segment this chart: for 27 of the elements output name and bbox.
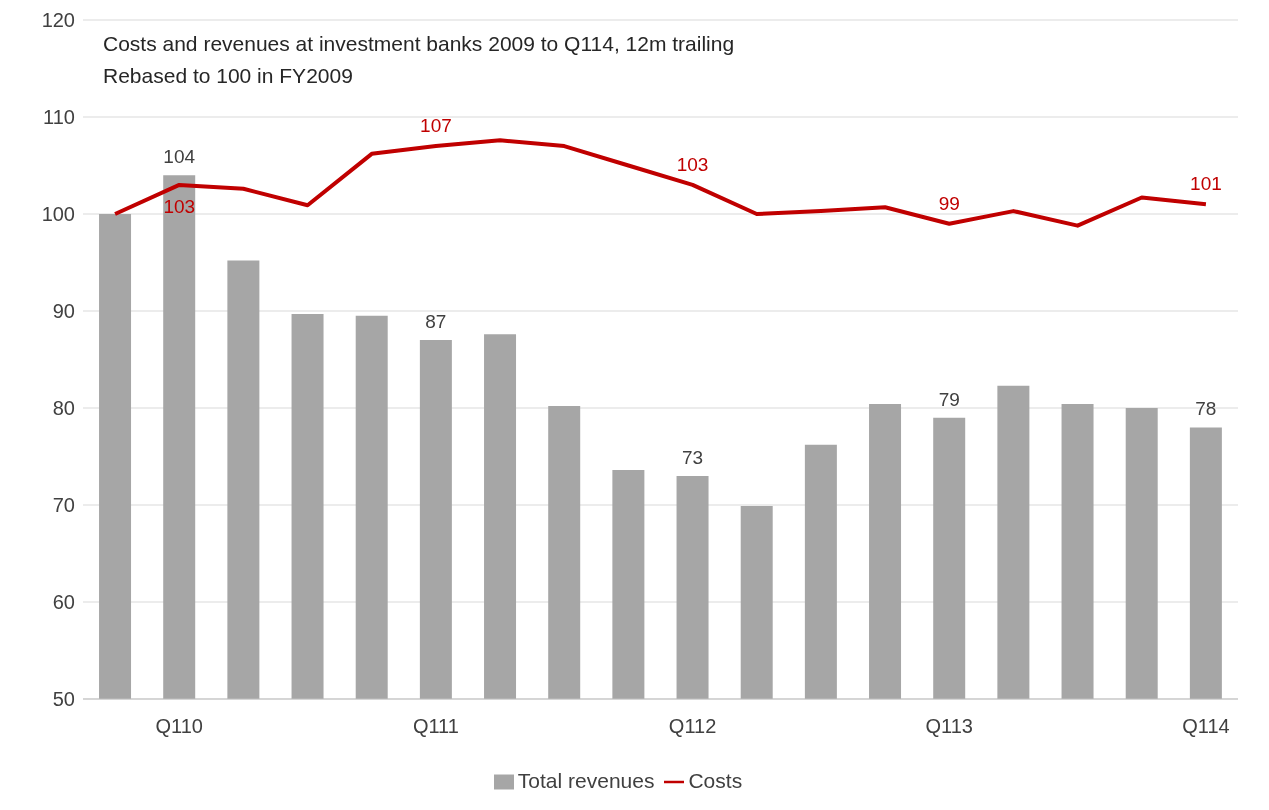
y-tick-label: 60	[52, 591, 75, 614]
data-label: 99	[938, 192, 960, 214]
data-label: 104	[163, 146, 196, 168]
x-tick-label: Q114	[1182, 715, 1230, 738]
data-label: 73	[681, 446, 704, 468]
y-tick-label: 100	[41, 203, 75, 226]
data-label: 107	[420, 115, 452, 137]
x-tick-label: Q113	[925, 715, 973, 738]
data-label: 87	[425, 311, 447, 333]
x-tick-label: Q112	[668, 715, 717, 738]
data-label: 101	[1190, 173, 1222, 195]
text: Costs and revenues at investment banks 2009 to Q114, 12m trailing	[103, 31, 735, 57]
x-tick-label: Q110	[155, 715, 203, 738]
legend-label: Total revenues	[517, 769, 655, 792]
y-tick-label: 80	[52, 397, 75, 420]
y-tick-label: 70	[52, 494, 75, 517]
y-tick-label: 120	[41, 9, 75, 32]
text: Rebased to 100 in FY2009	[103, 63, 354, 89]
data-label: 78	[1195, 398, 1217, 420]
x-tick-label: Q111	[412, 715, 459, 738]
y-tick-label: 90	[52, 300, 75, 323]
data-label: 79	[938, 388, 960, 410]
y-tick-label: 110	[43, 106, 75, 129]
y-tick-label: 50	[52, 688, 75, 711]
data-label: 103	[163, 195, 196, 217]
data-label: 103	[676, 153, 709, 175]
legend-label: Costs	[688, 769, 743, 792]
